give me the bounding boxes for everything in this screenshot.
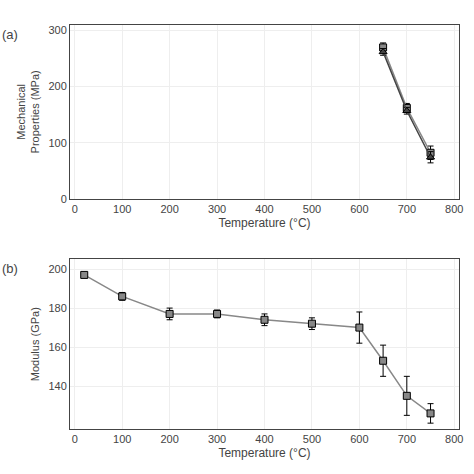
svg-text:0: 0: [72, 433, 78, 445]
svg-text:200: 200: [160, 433, 178, 445]
svg-text:500: 500: [303, 433, 321, 445]
svg-text:200: 200: [48, 80, 66, 92]
svg-text:100: 100: [113, 433, 131, 445]
svg-text:(a): (a): [2, 27, 18, 42]
svg-text:0: 0: [72, 203, 78, 215]
svg-text:100: 100: [48, 137, 66, 149]
svg-text:140: 140: [48, 380, 66, 392]
svg-text:300: 300: [208, 203, 226, 215]
svg-text:600: 600: [350, 433, 368, 445]
svg-text:Temperature (°C): Temperature (°C): [218, 446, 310, 460]
svg-text:100: 100: [113, 203, 131, 215]
svg-text:300: 300: [48, 24, 66, 36]
svg-text:160: 160: [48, 341, 66, 353]
svg-text:MechanicalProperties (MPa): MechanicalProperties (MPa): [15, 70, 41, 153]
svg-text:300: 300: [208, 433, 226, 445]
svg-text:500: 500: [303, 203, 321, 215]
svg-text:700: 700: [398, 433, 416, 445]
svg-text:400: 400: [255, 433, 273, 445]
svg-text:800: 800: [445, 203, 463, 215]
svg-text:(b): (b): [2, 261, 18, 276]
svg-text:Modulus (GPa): Modulus (GPa): [29, 307, 41, 381]
svg-text:800: 800: [445, 433, 463, 445]
svg-text:400: 400: [255, 203, 273, 215]
svg-text:0: 0: [61, 193, 67, 205]
svg-text:600: 600: [350, 203, 368, 215]
svg-text:200: 200: [48, 263, 66, 275]
svg-text:180: 180: [48, 302, 66, 314]
svg-text:Temperature (°C): Temperature (°C): [218, 216, 310, 230]
svg-text:200: 200: [160, 203, 178, 215]
svg-text:700: 700: [398, 203, 416, 215]
